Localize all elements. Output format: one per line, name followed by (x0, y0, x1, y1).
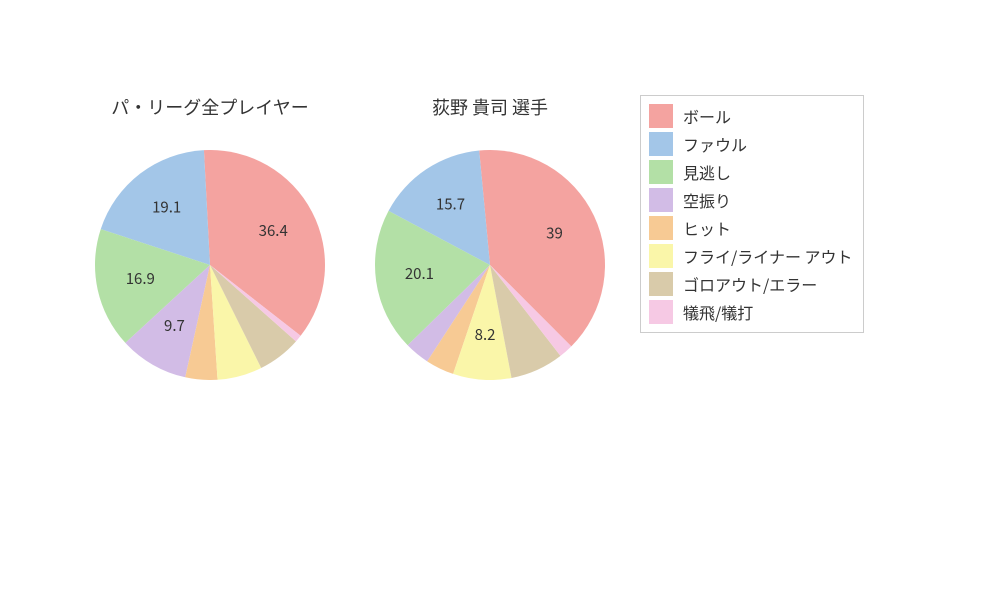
legend-swatch-3 (649, 188, 673, 212)
pie-chart-1: 荻野 貴司 選手 39 15.7 20.1 8.2 (360, 95, 620, 380)
pie-1-label-5: 8.2 (475, 324, 496, 345)
pie-title-0: パ・リーグ全プレイヤー (80, 95, 340, 120)
chart-stage: パ・リーグ全プレイヤー 36.4 19.1 16.9 9.7 荻野 貴司 選手 39 15.7… (0, 0, 1000, 600)
legend-swatch-0 (649, 104, 673, 128)
pie-title-1: 荻野 貴司 選手 (360, 95, 620, 120)
legend-label-7: 犠飛/犠打 (683, 300, 753, 324)
pie-chart-0: パ・リーグ全プレイヤー 36.4 19.1 16.9 9.7 (80, 95, 340, 380)
pie-svg-1: 39 15.7 20.1 8.2 (360, 150, 620, 380)
pie-1-label-0: 39 (546, 223, 563, 244)
pie-0-label-1: 19.1 (152, 196, 181, 217)
legend-label-0: ボール (683, 104, 731, 128)
legend-item-2: 見逃し (649, 158, 853, 186)
legend-item-1: ファウル (649, 130, 853, 158)
legend-swatch-6 (649, 272, 673, 296)
legend-label-6: ゴロアウト/エラー (683, 272, 817, 296)
legend-swatch-2 (649, 160, 673, 184)
legend-swatch-4 (649, 216, 673, 240)
legend-item-3: 空振り (649, 186, 853, 214)
legend-swatch-5 (649, 244, 673, 268)
legend-label-5: フライ/ライナー アウト (683, 244, 853, 268)
legend-item-7: 犠飛/犠打 (649, 298, 853, 326)
pie-svg-0: 36.4 19.1 16.9 9.7 (80, 150, 340, 380)
pie-1-label-2: 20.1 (405, 263, 434, 284)
legend-item-5: フライ/ライナー アウト (649, 242, 853, 270)
legend: ボールファウル見逃し空振りヒットフライ/ライナー アウトゴロアウト/エラー犠飛/… (640, 95, 864, 333)
legend-swatch-7 (649, 300, 673, 324)
legend-label-3: 空振り (683, 188, 731, 212)
legend-label-2: 見逃し (683, 160, 731, 184)
pie-1-label-1: 15.7 (436, 194, 465, 215)
legend-swatch-1 (649, 132, 673, 156)
pie-0-label-2: 16.9 (126, 268, 155, 289)
legend-item-6: ゴロアウト/エラー (649, 270, 853, 298)
pie-0-label-0: 36.4 (259, 220, 288, 241)
legend-label-1: ファウル (683, 132, 747, 156)
legend-item-4: ヒット (649, 214, 853, 242)
legend-item-0: ボール (649, 102, 853, 130)
pie-0-label-3: 9.7 (164, 315, 185, 336)
legend-label-4: ヒット (683, 216, 731, 240)
